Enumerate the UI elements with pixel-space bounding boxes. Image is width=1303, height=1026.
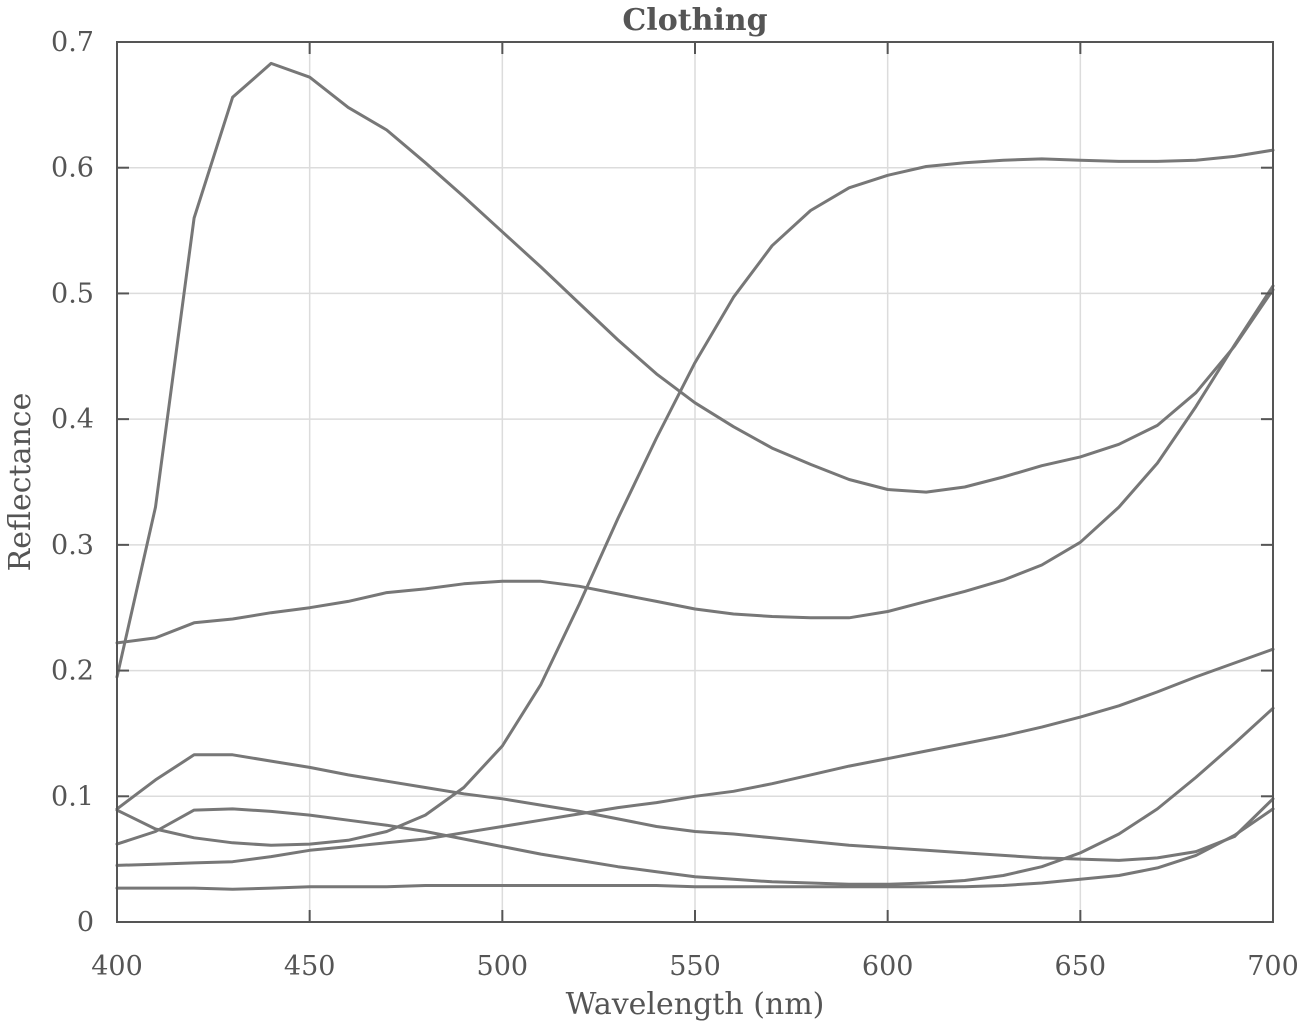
x-tick-label: 700 <box>1247 951 1299 982</box>
y-tick-label: 0.4 <box>51 404 94 435</box>
series-lines <box>115 61 1275 891</box>
y-tick-labels: 0 0.1 0.2 0.3 0.4 0.5 0.6 0.7 <box>51 27 94 938</box>
x-tick-label: 600 <box>862 951 914 982</box>
y-tick-label: 0.3 <box>51 530 94 561</box>
x-tick-label: 450 <box>284 951 336 982</box>
series-line-6 <box>115 647 1275 867</box>
series-line-4 <box>115 284 1275 645</box>
x-tick-label: 650 <box>1055 951 1107 982</box>
x-tick-labels: 400 450 500 550 600 650 700 <box>91 951 1299 982</box>
x-tick-label: 550 <box>669 951 721 982</box>
grid-lines <box>116 41 1274 923</box>
y-tick-label: 0.2 <box>51 656 94 687</box>
y-tick-label: 0.6 <box>51 153 94 184</box>
series-line-5 <box>115 753 1275 862</box>
axis-ticks <box>116 41 1274 923</box>
x-tick-label: 500 <box>477 951 529 982</box>
series-line-7 <box>115 807 1275 891</box>
y-tick-label: 0 <box>77 907 94 938</box>
series-line-1 <box>115 61 1275 679</box>
y-tick-label: 0.1 <box>51 781 94 812</box>
series-line-3 <box>115 148 1275 847</box>
y-tick-label: 0.5 <box>51 278 94 309</box>
y-tick-label: 0.7 <box>51 27 94 58</box>
chart-title: Clothing <box>622 3 767 38</box>
series-line-2 <box>115 706 1275 886</box>
x-tick-label: 400 <box>91 951 143 982</box>
y-axis-title: Reflectance <box>3 393 38 572</box>
x-axis-title: Wavelength (nm) <box>566 987 825 1022</box>
